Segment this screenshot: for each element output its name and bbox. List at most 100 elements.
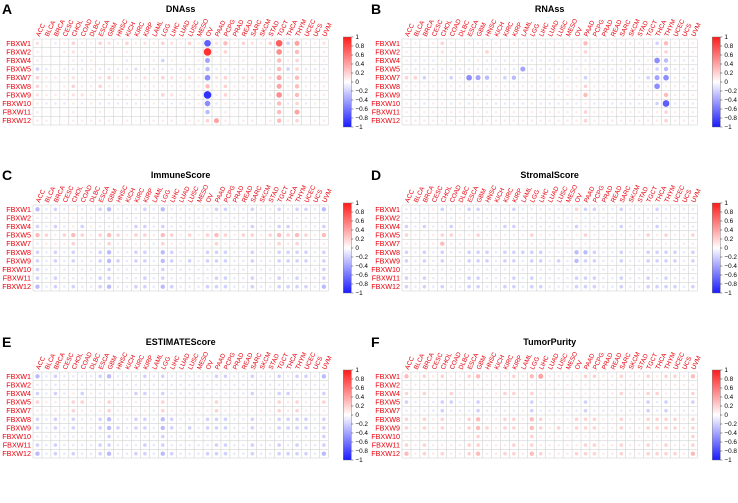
correlation-dot [152, 251, 156, 254]
correlation-dot [89, 76, 93, 79]
correlation-dot [170, 409, 173, 412]
correlation-dot [414, 375, 417, 378]
correlation-dot [494, 233, 498, 237]
row-label: FBXW2 [6, 380, 31, 389]
correlation-dot [106, 451, 112, 456]
correlation-dot [682, 102, 686, 105]
correlation-dot [277, 276, 281, 280]
correlation-dot [116, 409, 120, 412]
legend-tick-label: 0.4 [355, 61, 364, 68]
correlation-dot [197, 225, 200, 228]
correlation-dot [286, 50, 290, 54]
correlation-dot [548, 93, 551, 97]
correlation-dot [548, 50, 551, 54]
correlation-dot [584, 59, 587, 62]
correlation-dot [548, 242, 551, 245]
row-label: FBXW11 [372, 441, 400, 450]
correlation-dot [170, 208, 173, 211]
column-label: OV [205, 192, 216, 204]
correlation-dot [80, 76, 84, 79]
legend-tick-label: −0.4 [724, 97, 737, 104]
legend-tick-label: 0.2 [724, 236, 733, 243]
correlation-dot [611, 216, 614, 220]
correlation-dot [45, 42, 48, 45]
correlation-dot [620, 242, 623, 245]
correlation-dot [566, 42, 569, 45]
correlation-dot [637, 242, 641, 245]
correlation-dot [143, 224, 147, 229]
correlation-dot [423, 102, 426, 105]
correlation-dot [188, 383, 191, 387]
correlation-dot [467, 119, 471, 122]
correlation-dot [304, 42, 308, 45]
legend-tick-label: −0.4 [355, 97, 368, 104]
correlation-dot [322, 400, 326, 404]
correlation-dot [449, 251, 453, 254]
correlation-dot [583, 250, 588, 255]
correlation-dot [98, 426, 102, 430]
correlation-dot [304, 67, 308, 71]
correlation-dot [458, 225, 462, 228]
correlation-dot [423, 242, 426, 245]
correlation-dot [250, 417, 255, 422]
correlation-dot [566, 76, 569, 79]
correlation-dot [45, 242, 48, 245]
correlation-dot [214, 400, 219, 404]
correlation-dot [295, 225, 299, 228]
correlation-dot [143, 259, 147, 263]
correlation-dot [691, 67, 695, 71]
correlation-dot [63, 418, 66, 421]
correlation-dot [63, 225, 66, 228]
correlation-dot [134, 76, 138, 79]
correlation-dot [179, 76, 182, 79]
correlation-dot [485, 250, 489, 255]
correlation-dot [259, 443, 263, 447]
correlation-dot [611, 268, 614, 271]
correlation-dot [295, 392, 299, 395]
correlation-dot [459, 42, 462, 45]
correlation-dot [179, 452, 182, 455]
correlation-dot [135, 51, 137, 53]
correlation-dot [134, 208, 138, 211]
row-label: FBXW8 [375, 248, 400, 257]
legend-tick-label: −0.6 [724, 439, 737, 446]
correlation-dot [161, 110, 165, 114]
correlation-dot [440, 400, 445, 404]
correlation-dot [98, 400, 102, 404]
correlation-dot [313, 242, 317, 245]
correlation-dot [422, 276, 427, 280]
correlation-dot [98, 392, 102, 395]
correlation-dot [655, 110, 659, 114]
correlation-dot [628, 67, 632, 71]
correlation-dot [277, 383, 281, 387]
row-label: FBXW2 [6, 47, 31, 56]
correlation-dot [179, 276, 182, 280]
correlation-dot [494, 67, 498, 71]
correlation-dot [197, 119, 200, 122]
correlation-dot [98, 284, 102, 289]
correlation-dot [539, 409, 542, 412]
correlation-dot [646, 426, 650, 430]
correlation-dot [187, 41, 192, 46]
correlation-dot [485, 119, 489, 122]
correlation-dot [179, 42, 182, 45]
correlation-dot [286, 93, 290, 97]
correlation-dot [557, 85, 560, 88]
correlation-dot [611, 102, 614, 105]
correlation-dot [322, 434, 326, 439]
correlation-dot [646, 75, 650, 80]
correlation-dot [98, 84, 102, 89]
correlation-dot [260, 119, 263, 122]
correlation-dot [485, 426, 489, 430]
correlation-dot [322, 276, 326, 280]
correlation-dot [530, 268, 534, 271]
correlation-dot [35, 276, 40, 280]
correlation-dot [414, 443, 417, 447]
correlation-dot [646, 391, 650, 396]
correlation-dot [45, 251, 48, 254]
correlation-dot [691, 284, 695, 289]
correlation-dot [322, 224, 326, 229]
column-label: UVM [321, 22, 333, 38]
correlation-dot [116, 67, 120, 71]
correlation-dot [259, 76, 263, 79]
